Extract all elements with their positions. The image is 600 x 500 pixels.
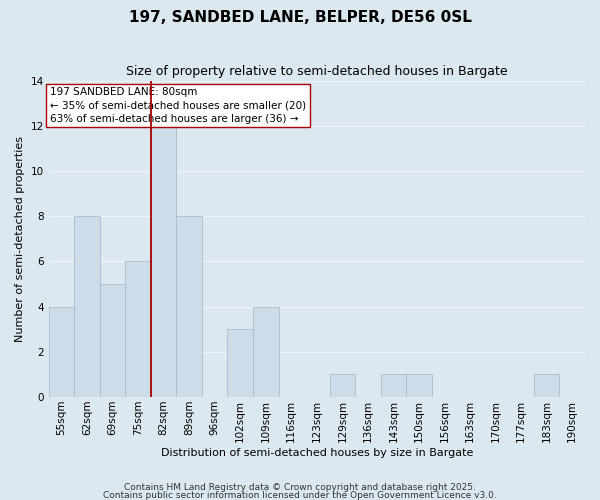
Bar xyxy=(406,374,432,397)
Text: Contains public sector information licensed under the Open Government Licence v3: Contains public sector information licen… xyxy=(103,491,497,500)
Bar xyxy=(534,374,559,397)
Bar xyxy=(100,284,125,397)
Text: Contains HM Land Registry data © Crown copyright and database right 2025.: Contains HM Land Registry data © Crown c… xyxy=(124,484,476,492)
Text: 197, SANDBED LANE, BELPER, DE56 0SL: 197, SANDBED LANE, BELPER, DE56 0SL xyxy=(128,10,472,25)
X-axis label: Distribution of semi-detached houses by size in Bargate: Distribution of semi-detached houses by … xyxy=(161,448,473,458)
Bar xyxy=(329,374,355,397)
Bar xyxy=(49,306,74,397)
Title: Size of property relative to semi-detached houses in Bargate: Size of property relative to semi-detach… xyxy=(126,65,508,78)
Text: 197 SANDBED LANE: 80sqm
← 35% of semi-detached houses are smaller (20)
63% of se: 197 SANDBED LANE: 80sqm ← 35% of semi-de… xyxy=(50,88,306,124)
Bar xyxy=(176,216,202,397)
Bar xyxy=(74,216,100,397)
Bar xyxy=(125,262,151,397)
Bar xyxy=(380,374,406,397)
Bar xyxy=(253,306,278,397)
Bar xyxy=(227,329,253,397)
Bar xyxy=(151,126,176,397)
Y-axis label: Number of semi-detached properties: Number of semi-detached properties xyxy=(15,136,25,342)
